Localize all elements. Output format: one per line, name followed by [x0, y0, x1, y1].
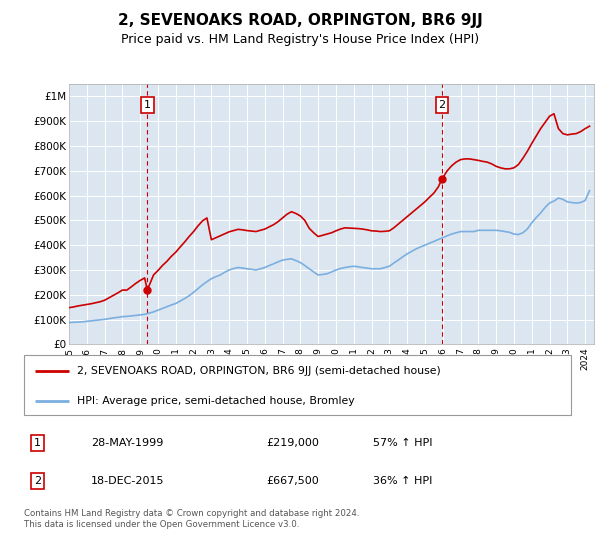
Text: 2: 2 — [34, 476, 41, 486]
Text: £219,000: £219,000 — [266, 438, 319, 448]
Text: 1: 1 — [144, 100, 151, 110]
Text: 18-DEC-2015: 18-DEC-2015 — [91, 476, 165, 486]
Text: 2, SEVENOAKS ROAD, ORPINGTON, BR6 9JJ: 2, SEVENOAKS ROAD, ORPINGTON, BR6 9JJ — [118, 13, 482, 28]
Text: HPI: Average price, semi-detached house, Bromley: HPI: Average price, semi-detached house,… — [77, 396, 355, 406]
Text: 36% ↑ HPI: 36% ↑ HPI — [373, 476, 433, 486]
Text: 2, SEVENOAKS ROAD, ORPINGTON, BR6 9JJ (semi-detached house): 2, SEVENOAKS ROAD, ORPINGTON, BR6 9JJ (s… — [77, 366, 441, 376]
Text: 28-MAY-1999: 28-MAY-1999 — [91, 438, 164, 448]
FancyBboxPatch shape — [23, 356, 571, 414]
Text: Price paid vs. HM Land Registry's House Price Index (HPI): Price paid vs. HM Land Registry's House … — [121, 32, 479, 46]
Text: 57% ↑ HPI: 57% ↑ HPI — [373, 438, 433, 448]
Text: Contains HM Land Registry data © Crown copyright and database right 2024.
This d: Contains HM Land Registry data © Crown c… — [23, 510, 359, 529]
Text: 1: 1 — [34, 438, 41, 448]
Text: 2: 2 — [439, 100, 446, 110]
Text: £667,500: £667,500 — [266, 476, 319, 486]
